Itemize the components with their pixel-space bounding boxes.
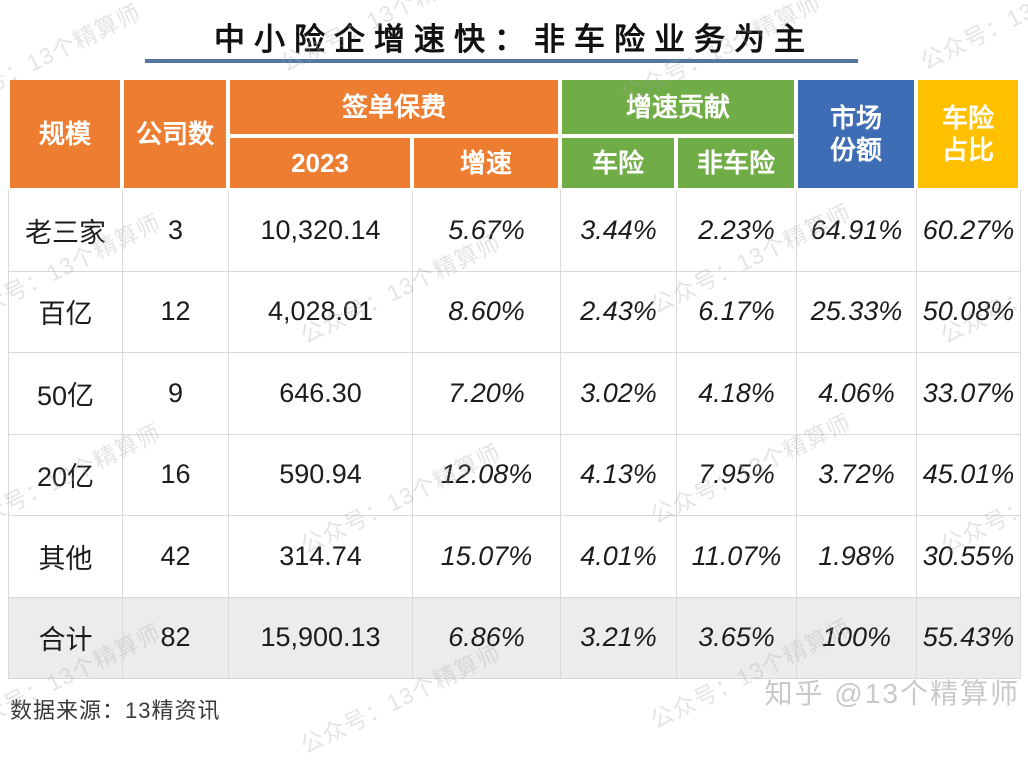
cell-companies: 42 xyxy=(123,516,229,598)
cell-noncar: 2.23% xyxy=(677,190,797,272)
cell-carratio: 30.55% xyxy=(917,516,1021,598)
header-group-contribution: 增速贡献 xyxy=(560,78,796,136)
cell-car: 2.43% xyxy=(561,271,677,353)
header-cell-scale: 规模 xyxy=(8,78,122,190)
cell-share: 25.33% xyxy=(797,271,917,353)
cell-carratio: 55.43% xyxy=(917,597,1021,679)
cell-companies: 9 xyxy=(123,353,229,435)
cell-noncar: 7.95% xyxy=(677,434,797,516)
cell-noncar: 6.17% xyxy=(677,271,797,353)
page-title: 中小险企增速快：非车险业务为主 xyxy=(214,22,814,57)
cell-share: 3.72% xyxy=(797,434,917,516)
cell-share: 64.91% xyxy=(797,190,917,272)
market-share-line1: 市场 xyxy=(829,102,882,133)
cell-companies: 16 xyxy=(123,434,229,516)
table-body: 老三家 3 10,320.14 5.67% 3.44% 2.23% 64.91%… xyxy=(8,190,1021,679)
cell-car: 4.01% xyxy=(561,516,677,598)
cell-car: 3.44% xyxy=(561,190,677,272)
cell-noncar: 11.07% xyxy=(677,516,797,598)
cell-scale: 百亿 xyxy=(9,271,123,353)
cell-growth: 7.20% xyxy=(413,353,561,435)
cell-premium: 10,320.14 xyxy=(229,190,413,272)
cell-scale: 合计 xyxy=(9,597,123,679)
cell-premium: 314.74 xyxy=(229,516,413,598)
cell-growth: 15.07% xyxy=(413,516,561,598)
car-ratio-line1: 车险 xyxy=(941,102,994,133)
cell-growth: 12.08% xyxy=(413,434,561,516)
market-share-line2: 份额 xyxy=(829,135,882,165)
header-cell-car-ratio: 车险 占比 xyxy=(916,78,1020,190)
cell-scale: 20亿 xyxy=(9,434,123,516)
title-underline xyxy=(145,59,858,63)
header-group-premium: 签单保费 xyxy=(228,78,560,136)
cell-carratio: 33.07% xyxy=(917,353,1021,435)
header-cell-market-share: 市场 份额 xyxy=(796,78,916,190)
cell-noncar: 3.65% xyxy=(677,597,797,679)
cell-share: 1.98% xyxy=(797,516,917,598)
cell-premium: 15,900.13 xyxy=(229,597,413,679)
data-source-note: 数据来源：13精资讯 xyxy=(10,698,221,723)
header-cell-noncar: 非车险 xyxy=(676,136,796,190)
cell-car: 4.13% xyxy=(561,434,677,516)
cell-growth: 5.67% xyxy=(413,190,561,272)
cell-scale: 50亿 xyxy=(9,353,123,435)
car-ratio-line2: 占比 xyxy=(941,135,994,165)
header-cell-companies: 公司数 xyxy=(122,78,228,190)
cell-premium: 646.30 xyxy=(229,353,413,435)
header-cell-growth: 增速 xyxy=(412,136,560,190)
header-cell-car: 车险 xyxy=(560,136,676,190)
zhihu-watermark: 知乎 @13个精算师 xyxy=(764,678,1020,709)
cell-carratio: 45.01% xyxy=(917,434,1021,516)
cell-companies: 3 xyxy=(123,190,229,272)
cell-growth: 6.86% xyxy=(413,597,561,679)
cell-companies: 12 xyxy=(123,271,229,353)
cell-car: 3.02% xyxy=(561,353,677,435)
cell-companies: 82 xyxy=(123,597,229,679)
cell-premium: 590.94 xyxy=(229,434,413,516)
cell-share: 4.06% xyxy=(797,353,917,435)
cell-noncar: 4.18% xyxy=(677,353,797,435)
cell-scale: 老三家 xyxy=(9,190,123,272)
cell-scale: 其他 xyxy=(9,516,123,598)
table-header: 规模 公司数 签单保费 增速贡献 市场 份额 车险 占比 2023 增速 车险 … xyxy=(8,78,1020,190)
cell-car: 3.21% xyxy=(561,597,677,679)
cell-premium: 4,028.01 xyxy=(229,271,413,353)
header-cell-2023: 2023 xyxy=(228,136,412,190)
cell-share: 100% xyxy=(797,597,917,679)
cell-carratio: 60.27% xyxy=(917,190,1021,272)
cell-growth: 8.60% xyxy=(413,271,561,353)
cell-carratio: 50.08% xyxy=(917,271,1021,353)
